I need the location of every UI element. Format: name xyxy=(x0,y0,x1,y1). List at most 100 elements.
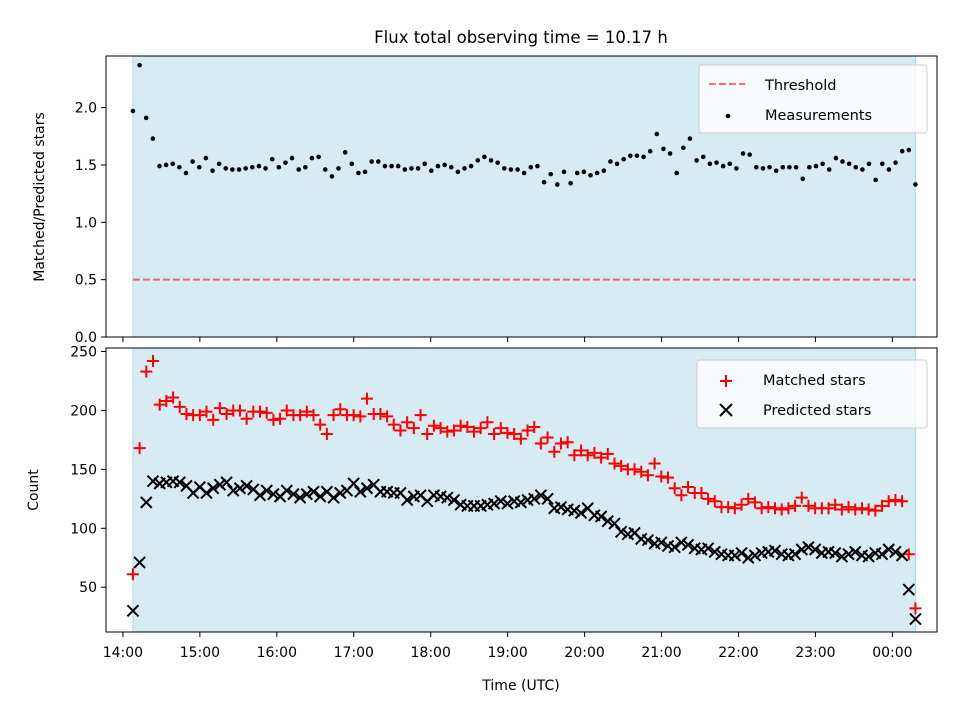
matched-star-point xyxy=(889,494,902,507)
measurement-point xyxy=(249,164,255,170)
ratio-ytick-label: 1.5 xyxy=(75,158,97,174)
ratio-legend-box xyxy=(698,64,928,134)
measurement-point xyxy=(528,164,534,170)
matched-star-point xyxy=(742,492,755,505)
predicted-star-point xyxy=(701,542,715,555)
count-panel-ylabel: Count xyxy=(26,469,42,511)
matched-star-point xyxy=(488,428,501,441)
measurement-point xyxy=(362,169,368,175)
count-legend-box xyxy=(696,359,928,429)
matched-star-point xyxy=(401,416,414,429)
matched-star-point xyxy=(233,404,246,417)
measurement-point xyxy=(627,153,633,159)
measurement-point xyxy=(402,167,408,172)
predicted-star-point xyxy=(133,556,146,569)
predicted-star-point xyxy=(554,500,568,514)
matched-star-point xyxy=(789,499,802,512)
measurement-point xyxy=(137,62,142,68)
predicted-star-point xyxy=(788,548,802,561)
predicted-star-point xyxy=(173,476,186,489)
matched-star-point xyxy=(635,465,648,478)
measurements-legend-marker xyxy=(725,113,731,119)
ratio-ytick-label: 2.0 xyxy=(75,101,97,117)
predicted-star-point xyxy=(902,583,915,596)
predicted-star-point xyxy=(608,517,621,530)
predicted-star-point xyxy=(889,545,902,559)
matched-star-point xyxy=(494,422,507,435)
measurement-point xyxy=(687,136,693,141)
matched-star-point xyxy=(354,410,367,423)
measurement-point xyxy=(230,167,235,172)
measurement-point xyxy=(170,161,176,167)
matched-star-point xyxy=(267,413,280,426)
matched-star-point xyxy=(133,442,146,455)
matched-star-point xyxy=(274,412,287,425)
matched-star-point xyxy=(260,406,273,419)
matched-star-point xyxy=(173,400,186,413)
matched-star-point xyxy=(300,405,313,418)
measurement-point xyxy=(203,155,209,161)
matched-star-point xyxy=(361,392,374,405)
measurement-point xyxy=(448,164,454,170)
matched-star-point xyxy=(447,424,460,437)
predicted-star-point xyxy=(655,536,668,549)
predicted-star-point xyxy=(140,496,153,509)
measurement-point xyxy=(468,163,474,169)
measurement-point xyxy=(488,158,494,163)
matched-star-point xyxy=(387,418,400,431)
predicted-star-point xyxy=(126,604,140,617)
measurement-point xyxy=(130,108,136,114)
matched-star-point xyxy=(167,391,180,404)
predicted-star-point xyxy=(206,482,220,495)
predicted-star-point xyxy=(313,490,327,503)
matched-star-point xyxy=(869,504,882,517)
matched-star-point xyxy=(829,498,842,511)
count-xtick-label: 15:00 xyxy=(180,645,220,661)
matched-star-point xyxy=(876,499,889,512)
matched-star-point xyxy=(501,426,514,439)
predicted-star-point xyxy=(708,545,722,559)
measurement-point xyxy=(853,164,859,170)
matched-star-point xyxy=(855,502,868,515)
predicted-star-point xyxy=(307,485,320,498)
matched-star-point xyxy=(394,424,407,437)
measurement-point xyxy=(893,160,898,165)
matched-star-point xyxy=(427,419,440,432)
predicted-star-point xyxy=(300,487,314,501)
matched-star-point xyxy=(508,428,521,441)
measurement-point xyxy=(429,168,434,173)
predicted-star-point xyxy=(842,548,855,561)
predicted-star-point xyxy=(441,491,454,504)
measurement-point xyxy=(389,163,394,169)
measurement-point xyxy=(243,166,248,171)
measurement-point xyxy=(177,164,182,170)
measurement-point xyxy=(886,167,892,172)
predicted-star-point xyxy=(748,549,762,562)
measurements-legend-label: Measurements xyxy=(765,108,872,124)
measurement-point xyxy=(860,167,865,172)
matched-star-point xyxy=(474,422,487,435)
predicted-star-point xyxy=(487,497,501,510)
matched-star-point xyxy=(648,457,661,470)
measurement-point xyxy=(720,163,726,169)
matched-star-point xyxy=(835,503,848,516)
measurement-point xyxy=(681,145,686,151)
measurement-point xyxy=(581,169,587,175)
count-ytick-label: 100 xyxy=(70,521,97,537)
measurement-point xyxy=(634,153,640,159)
measurement-point xyxy=(196,164,202,170)
matched-star-point xyxy=(126,568,139,581)
predicted-star-point xyxy=(641,533,655,547)
measurement-point xyxy=(621,156,626,162)
matched-star-point xyxy=(434,422,447,435)
predicted-star-point xyxy=(253,489,267,502)
matched-star-point xyxy=(728,502,741,515)
measurement-point xyxy=(879,161,885,167)
predicted-star-point xyxy=(795,543,808,556)
matched-star-point xyxy=(374,407,387,420)
count-xtick-label: 19:00 xyxy=(487,645,527,661)
measurement-point xyxy=(296,167,302,172)
measurement-point xyxy=(475,158,481,163)
matched-star-point xyxy=(521,424,534,437)
